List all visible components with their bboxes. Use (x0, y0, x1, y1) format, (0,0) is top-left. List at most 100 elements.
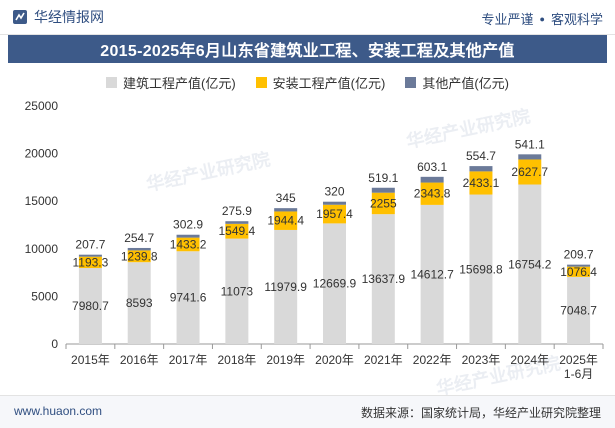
bar-segment-installation (274, 211, 298, 230)
x-tick-label: 2016年 (120, 353, 159, 367)
data-label-other: 345 (276, 191, 296, 205)
y-tick-label: 10000 (25, 242, 59, 256)
footer: www.huaon.com 数据来源：国家统计局，华经产业研究院整理 (0, 395, 615, 428)
data-label-installation: 1549.4 (219, 224, 256, 238)
data-label-installation: 1433.2 (170, 237, 207, 251)
data-label-construction: 13637.9 (362, 272, 406, 286)
data-label-installation: 1239.8 (121, 249, 158, 263)
chart-title: 2015-2025年6月山东省建筑业工程、安装工程及其他产值 (100, 43, 515, 60)
data-label-construction: 15698.8 (459, 262, 503, 276)
top-bar: 华经情报网 专业严谨 ● 客观科学 (0, 0, 615, 35)
data-label-other: 207.7 (75, 238, 105, 252)
legend-label-installation: 安装工程产值(亿元) (272, 75, 386, 91)
data-label-other: 541.1 (515, 137, 545, 151)
legend-swatch-installation (255, 76, 267, 88)
x-tick-label: 2024年 (510, 353, 549, 367)
x-tick-label: 2023年 (462, 353, 501, 367)
bar-segment-construction (323, 223, 346, 344)
x-tick-label: 2022年 (413, 353, 452, 367)
data-label-other: 554.7 (466, 149, 496, 163)
data-label-other: 275.9 (222, 204, 252, 218)
y-tick-label: 20000 (25, 147, 59, 161)
bar-segment-installation (420, 182, 444, 205)
data-label-other: 603.1 (417, 160, 447, 174)
brand[interactable]: 华经情报网 (12, 8, 104, 26)
y-tick-label: 25000 (25, 99, 59, 113)
legend-swatch-other (405, 76, 417, 88)
bar-segment-other (176, 234, 200, 238)
legend-item-installation[interactable]: 安装工程产值(亿元) (255, 73, 386, 92)
data-label-installation: 1193.3 (73, 255, 109, 269)
bar-segment-other (323, 201, 346, 205)
x-tick-label: 2017年 (169, 353, 208, 367)
bar-segment-construction (420, 204, 444, 344)
data-label-other: 302.9 (173, 218, 203, 232)
data-label-installation: 1957.4 (316, 207, 353, 221)
bar-segment-installation (518, 159, 542, 185)
bar-segment-other (78, 254, 102, 257)
data-label-construction: 12669.9 (313, 277, 357, 291)
tag-objective: 客观科学 (550, 12, 603, 27)
y-tick-label: 5000 (31, 289, 58, 303)
data-label-installation: 2343.8 (414, 187, 451, 201)
bar-segment-installation (371, 192, 395, 215)
y-tick-label: 15000 (25, 194, 59, 208)
bar-segment-other (469, 166, 493, 172)
data-label-construction: 7048.7 (560, 303, 597, 317)
bar-segment-other (371, 187, 395, 193)
bar-segment-other (567, 264, 591, 267)
bar-segment-construction (469, 194, 493, 344)
legend-label-other: 其他产值(亿元) (422, 75, 509, 91)
dot-separator-icon: ● (539, 13, 545, 24)
data-label-construction: 7980.7 (72, 299, 109, 313)
bar-segment-construction (518, 184, 542, 344)
brand-name: 华经情报网 (34, 9, 104, 25)
legend-item-construction[interactable]: 建筑工程产值(亿元) (105, 73, 236, 92)
data-label-installation: 2433.1 (463, 176, 500, 190)
x-tick-label: 2019年 (266, 353, 305, 367)
bar-segment-construction (274, 229, 298, 344)
data-label-construction: 14612.7 (410, 267, 454, 281)
bar-segment-construction (127, 262, 151, 344)
legend-item-other[interactable]: 其他产值(亿元) (405, 73, 509, 92)
bar-segment-installation (176, 237, 200, 252)
bar-segment-other (225, 221, 249, 224)
legend-swatch-construction (105, 76, 117, 88)
bar-segment-installation (225, 223, 249, 239)
bar-segment-other (274, 208, 298, 212)
data-label-construction: 8593 (126, 296, 153, 310)
bar-segment-other (127, 247, 151, 251)
x-tick-label: 1-6月 (564, 367, 593, 381)
data-label-other: 519.1 (368, 171, 398, 185)
x-tick-label: 2015年 (71, 353, 110, 367)
data-label-construction: 11073 (221, 284, 254, 298)
legend-label-construction: 建筑工程产值(亿元) (122, 75, 236, 91)
data-label-installation: 2255 (370, 196, 397, 210)
data-label-installation: 2627.7 (511, 165, 548, 179)
bar-segment-installation (567, 266, 591, 277)
title-bar: 2015-2025年6月山东省建筑业工程、安装工程及其他产值 (8, 35, 607, 63)
bar-segment-construction (78, 268, 102, 344)
data-label-construction: 9741.6 (170, 291, 207, 305)
bar-segment-construction (176, 251, 200, 344)
data-label-other: 254.7 (124, 231, 154, 245)
header-tags: 专业严谨 ● 客观科学 (482, 9, 603, 28)
bar-segment-other (518, 154, 542, 160)
data-label-other: 209.7 (564, 248, 594, 262)
data-label-installation: 1944.4 (267, 214, 304, 228)
tag-professional: 专业严谨 (481, 12, 534, 27)
bar-segment-construction (225, 238, 249, 344)
bar-segment-installation (127, 250, 151, 263)
bar-segment-installation (323, 204, 346, 224)
chart-legend: 建筑工程产值(亿元) 安装工程产值(亿元) 其他产值(亿元) (0, 72, 615, 92)
x-tick-label: 2018年 (218, 353, 257, 367)
y-tick-label: 0 (51, 337, 58, 351)
footer-url[interactable]: www.huaon.com (14, 404, 103, 418)
footer-source: 数据来源：国家统计局，华经产业研究院整理 (360, 406, 601, 420)
data-label-other: 320 (324, 185, 344, 199)
data-label-construction: 11979.9 (264, 280, 307, 294)
data-label-installation: 1076.4 (560, 265, 597, 279)
bar-segment-other (420, 176, 444, 183)
data-label-construction: 16754.2 (508, 257, 552, 271)
